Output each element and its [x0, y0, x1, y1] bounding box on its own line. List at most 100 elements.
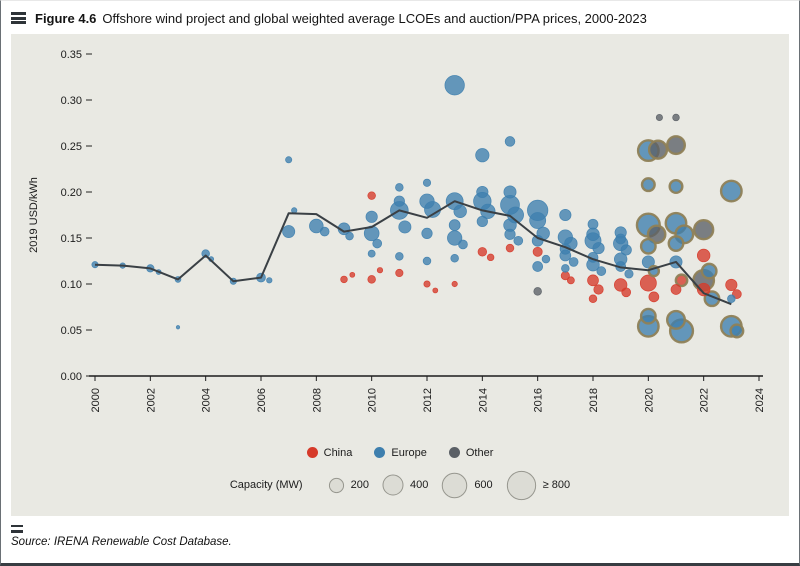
data-bubble [393, 195, 405, 207]
y-tick-label: 0.00 [61, 371, 82, 383]
data-bubble [719, 179, 743, 203]
data-bubble [529, 211, 547, 229]
figure-caption: Offshore wind project and global weighte… [102, 11, 647, 26]
data-bubble [615, 233, 627, 244]
data-bubble [532, 246, 543, 257]
data-bubble [641, 254, 655, 268]
x-tick-label: 2008 [311, 388, 323, 412]
data-bubble [422, 256, 432, 265]
capacity-circle-icon [506, 470, 536, 500]
y-tick-label: 0.15 [61, 233, 82, 245]
y-axis-label: 2019 USD/kWh [28, 177, 40, 253]
data-bubble [175, 324, 181, 329]
data-bubble [621, 287, 632, 297]
source-block: Source: IRENA Renewable Cost Database. [1, 516, 799, 548]
data-bubble [432, 287, 439, 293]
data-bubble [282, 224, 296, 238]
data-bubble [503, 185, 517, 199]
x-tick-label: 2004 [201, 388, 213, 412]
data-bubble [541, 254, 551, 263]
data-bubble [486, 253, 495, 261]
data-bubble [419, 193, 435, 209]
data-bubble [725, 278, 738, 291]
x-tick-label: 2012 [422, 388, 434, 412]
capacity-circle-icon [382, 474, 404, 496]
source-text: Source: IRENA Renewable Cost Database. [11, 535, 232, 548]
data-bubble [640, 176, 656, 192]
data-bubble [266, 276, 273, 283]
data-bubble [587, 218, 599, 230]
data-bubble [475, 147, 490, 162]
capacity-circle-icon [328, 477, 344, 493]
data-bubble [620, 243, 632, 256]
data-bubble [674, 272, 689, 287]
data-bubble [672, 113, 680, 121]
data-bubble [639, 307, 657, 325]
data-bubble [458, 239, 468, 249]
legend-dot-europe [374, 447, 386, 459]
data-bubble [692, 218, 715, 240]
data-bubble [376, 266, 384, 273]
capacity-label: 200 [350, 479, 369, 492]
data-bubble [367, 274, 376, 284]
x-tick-label: 2006 [256, 388, 268, 412]
data-bubble [285, 155, 293, 163]
x-tick-label: 2014 [477, 388, 489, 412]
y-tick-label: 0.20 [61, 187, 82, 199]
capacity-item: ≥ 800 [505, 469, 570, 502]
data-bubble [453, 204, 467, 218]
chart-panel: 0.00 0.05 0.10 0.15 0.20 0.25 0.30 0.35 2019 USD… [11, 33, 789, 516]
capacity-item: 200 [327, 476, 369, 495]
data-bubble [340, 275, 348, 283]
data-bubble [513, 235, 524, 246]
data-bubble [365, 210, 378, 223]
legend-dot-china [306, 447, 318, 459]
data-bubble [727, 294, 736, 303]
data-bubble [587, 274, 599, 286]
data-bubble [421, 227, 433, 239]
legend-label: China [323, 446, 353, 459]
data-bubble [398, 220, 412, 233]
capacity-label: 400 [409, 479, 429, 492]
data-bubble [667, 234, 685, 252]
data-bubble [696, 248, 711, 262]
data-bubble [477, 246, 488, 257]
legend-dot-other [448, 447, 460, 459]
capacity-label: 600 [474, 479, 493, 492]
x-tick-label: 2024 [754, 388, 766, 412]
data-bubble [476, 215, 488, 227]
data-bubble [395, 268, 404, 277]
data-bubble [345, 231, 354, 240]
data-bubble [395, 182, 404, 192]
data-bubble [648, 291, 660, 302]
capacity-circle-icon [442, 472, 468, 498]
data-bubble [639, 237, 657, 255]
data-bubble [533, 286, 542, 296]
data-bubble [566, 275, 575, 284]
figure-marker-icon [11, 12, 26, 24]
data-bubble [367, 191, 376, 200]
data-bubble [596, 265, 607, 276]
data-bubble [647, 139, 669, 160]
x-tick-label: 2018 [588, 388, 600, 412]
x-tick-label: 2010 [367, 388, 379, 412]
data-bubble [655, 113, 663, 121]
capacity-legend-label: Capacity (MW) [229, 479, 303, 492]
data-bubble [532, 260, 544, 272]
legend-label: Europe [391, 446, 427, 459]
data-bubble [639, 274, 657, 292]
data-bubble [367, 249, 376, 258]
data-bubble [372, 238, 383, 248]
data-bubble [588, 294, 598, 303]
data-bubble [700, 262, 718, 280]
data-bubble [319, 226, 330, 236]
capacity-legend: Capacity (MW) 200 400 600 ≥ 800 [11, 465, 789, 516]
data-bubble [559, 208, 572, 221]
data-bubble [665, 309, 687, 330]
figure-number: Figure 4.6 [35, 11, 97, 26]
y-tick-label: 0.05 [61, 325, 82, 337]
data-bubble [593, 283, 604, 295]
y-tick-label: 0.25 [61, 141, 82, 153]
weighted-average-line [94, 199, 732, 305]
